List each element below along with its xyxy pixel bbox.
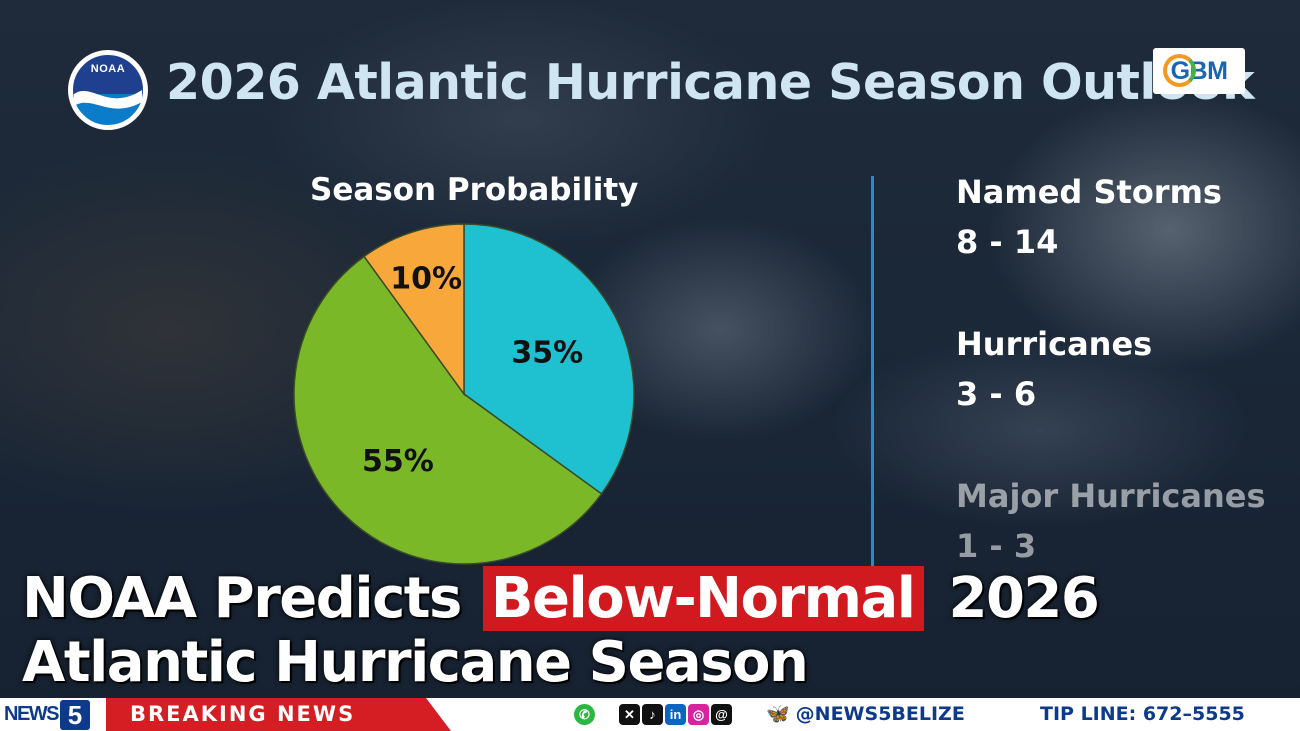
- threads-icon: @: [711, 703, 732, 725]
- stat-label: Major Hurricanes: [956, 477, 1266, 515]
- news5-logo-number: 5: [60, 699, 90, 730]
- stat-major-hurricanes: Major Hurricanes 1 - 3: [956, 476, 1266, 566]
- chart-title: Season Probability: [310, 172, 639, 208]
- bluesky-icon: 🦋: [766, 703, 790, 725]
- headline-line-2: Atlantic Hurricane Season: [22, 630, 809, 695]
- news5-logo: NEWS 5: [0, 698, 106, 731]
- headline: NOAA Predicts Below-Normal 2026 Atlantic…: [22, 566, 1100, 695]
- stat-hurricanes: Hurricanes 3 - 6: [956, 324, 1152, 414]
- linkedin-icon: in: [665, 703, 686, 725]
- stat-value: 3 - 6: [956, 375, 1037, 413]
- headline-text: 2026: [948, 566, 1099, 631]
- stat-value: 1 - 3: [956, 527, 1037, 565]
- pie-slice-label: 10%: [390, 262, 462, 297]
- headline-line-1: NOAA Predicts Below-Normal 2026: [22, 566, 1100, 631]
- handle-text: @NEWS5BELIZE: [795, 703, 965, 725]
- gbm-logo: GBM: [1153, 48, 1245, 94]
- stat-label: Hurricanes: [956, 325, 1153, 363]
- noaa-logo: NOAA: [68, 50, 148, 130]
- x-icon: ✕: [619, 703, 640, 725]
- stat-value: 8 - 14: [956, 223, 1059, 261]
- pie-slice: [293, 255, 603, 565]
- pie-slice-label: 55%: [362, 444, 434, 479]
- breaking-news-label: BREAKING NEWS: [106, 698, 451, 731]
- social-handle: 🦋 @NEWS5BELIZE: [766, 698, 965, 731]
- vertical-divider: [871, 176, 874, 566]
- whatsapp-icon: ✆: [574, 703, 595, 725]
- gbm-ring-icon: [1163, 54, 1196, 87]
- noaa-emblem-icon: [71, 53, 145, 127]
- pie-slice: [363, 223, 465, 397]
- season-probability-pie-chart: 35% 55% 10%: [293, 223, 635, 565]
- instagram-icon: ◎: [688, 703, 709, 725]
- social-icons: ✆ ✕ ♪ in ◎ @: [574, 703, 734, 725]
- stat-named-storms: Named Storms 8 - 14: [956, 172, 1222, 262]
- page-title: 2026 Atlantic Hurricane Season Outlook: [166, 54, 1255, 111]
- headline-highlight: Below-Normal: [482, 566, 925, 631]
- tiktok-icon: ♪: [642, 703, 663, 725]
- news5-logo-text: NEWS: [4, 703, 60, 725]
- tip-line: TIP LINE: 672–5555: [1040, 703, 1245, 725]
- pie-slice-label: 35%: [511, 336, 583, 371]
- stat-label: Named Storms: [956, 173, 1222, 211]
- noaa-logo-text: NOAA: [90, 63, 126, 75]
- news-ticker-bar: NEWS 5 BREAKING NEWS ✆ ✕ ♪ in ◎ @ 🦋 @NEWS…: [0, 698, 1300, 731]
- headline-text: NOAA Predicts: [22, 566, 462, 631]
- pie-slice: [463, 223, 635, 495]
